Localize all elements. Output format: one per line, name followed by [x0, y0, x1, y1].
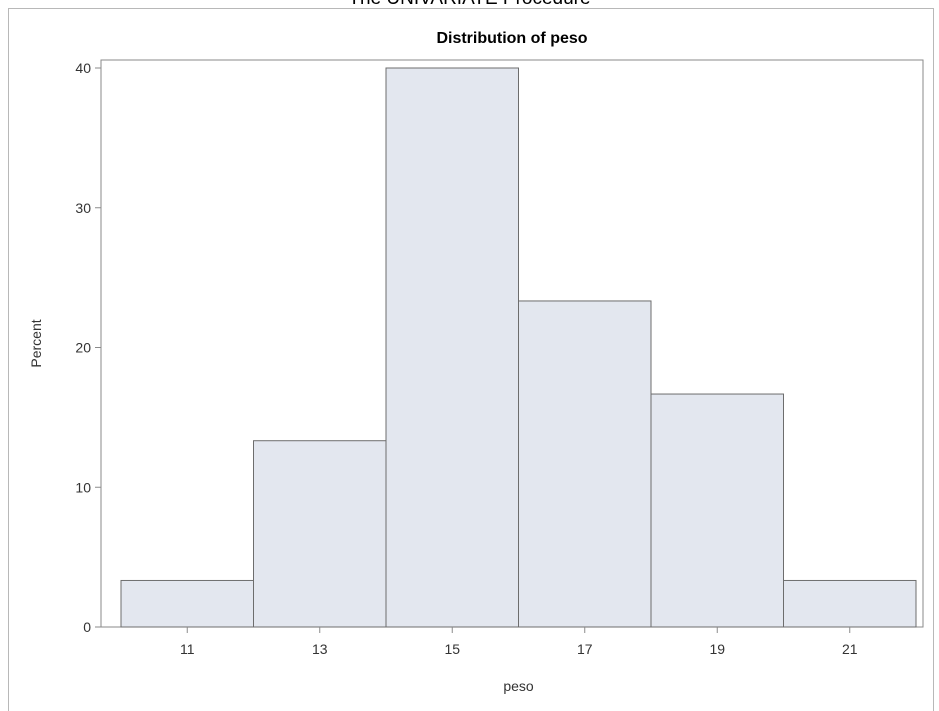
y-tick-label: 10	[75, 479, 91, 495]
histogram-bar	[783, 579, 917, 628]
y-tick-label: 20	[75, 340, 91, 356]
y-tick-label: 30	[75, 200, 91, 216]
histogram-bar	[120, 579, 254, 628]
histogram-bar	[253, 440, 387, 628]
x-tick-label: 15	[444, 641, 460, 657]
procedure-title: The UNIVARIATE Procedure	[0, 0, 939, 10]
y-axis-title: Percent	[28, 319, 44, 367]
histogram-bar	[518, 300, 652, 628]
chart-title: Distribution of peso	[436, 30, 587, 47]
y-tick-label: 0	[83, 619, 91, 635]
x-tick-label: 21	[842, 641, 858, 657]
x-tick-label: 19	[709, 641, 725, 657]
histogram-bar	[650, 393, 784, 628]
x-axis-title: peso	[503, 678, 534, 694]
x-tick-label: 11	[180, 641, 195, 657]
y-tick-label: 40	[75, 60, 91, 76]
x-tick-label: 17	[577, 641, 593, 657]
histogram-bar	[385, 67, 519, 628]
plot-area: 0 10 20 30 40 11 13 15 17 19 21	[75, 59, 924, 657]
x-tick-label: 13	[312, 641, 328, 657]
